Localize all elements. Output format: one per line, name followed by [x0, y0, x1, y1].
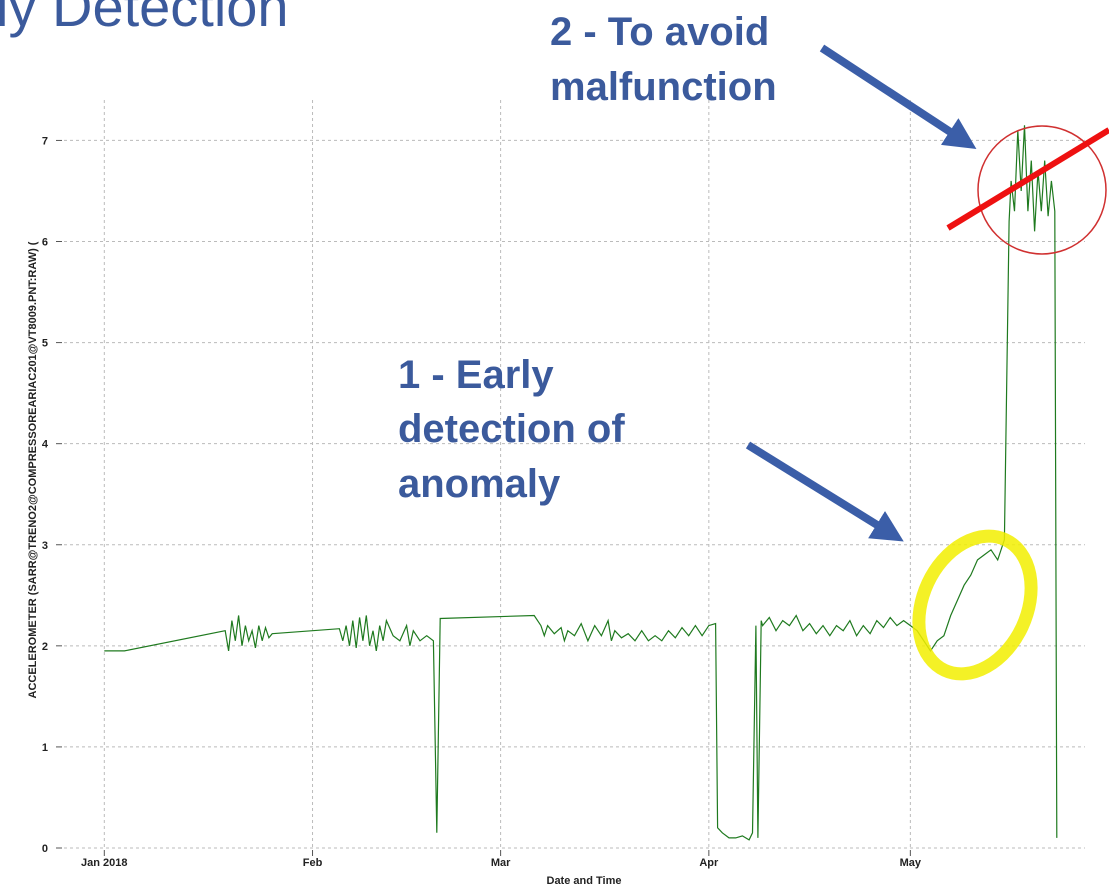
x-tick-label: Apr	[699, 857, 719, 869]
annotation-text: detection of	[398, 407, 625, 451]
yellow-circle	[912, 529, 1038, 681]
arrow	[745, 441, 904, 542]
y-tick-label: 4	[42, 439, 49, 451]
annotations: 2 - To avoid malfunction 1 - Early detec…	[398, 10, 1109, 681]
y-tick-label: 3	[42, 540, 48, 552]
y-tick-label: 6	[42, 237, 48, 249]
annotation-text: 1 - Early	[398, 353, 554, 397]
x-tick-label: Feb	[303, 857, 323, 869]
x-axis-label: Date and Time	[547, 875, 622, 887]
annotation-text: malfunction	[550, 65, 777, 109]
x-tick-label: May	[900, 857, 922, 869]
y-tick-label: 7	[42, 135, 48, 147]
annotation-text: 2 - To avoid	[550, 10, 769, 54]
y-tick-label: 2	[42, 641, 48, 653]
y-tick-label: 5	[42, 338, 48, 350]
data-line	[104, 125, 1058, 841]
arrow	[819, 44, 977, 150]
annotation-text: anomaly	[398, 462, 561, 506]
x-tick-label: Jan 2018	[81, 857, 127, 869]
chart-title: ly Detection	[0, 0, 289, 38]
x-tick-label: Mar	[491, 857, 511, 869]
y-axis-label: ACCELEROMETER (SARR@TRENO2@COMPRESSOREAR…	[27, 241, 39, 698]
y-tick-label: 0	[42, 843, 48, 855]
red-strike	[946, 127, 1109, 231]
red-circle	[977, 125, 1107, 255]
y-tick-label: 1	[42, 742, 48, 754]
plot-area: 0 1 2 3 4 5 6 7 Jan 2018 Feb Mar Apr May	[42, 100, 1085, 869]
